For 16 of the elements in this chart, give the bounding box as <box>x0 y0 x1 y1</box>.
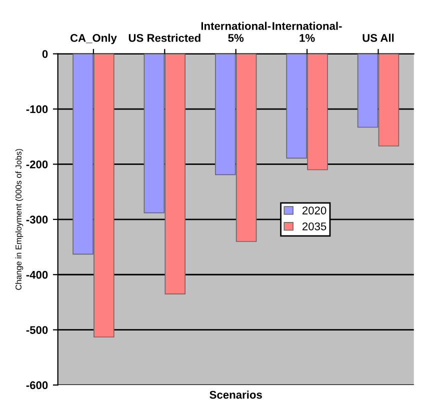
y-axis-title: Change in Employment (000s of Jobs) <box>15 149 24 290</box>
y-tick-label: -400 <box>26 270 48 279</box>
y-tick-label: -100 <box>26 105 48 114</box>
y-tick-label: -500 <box>26 326 48 334</box>
y-tick-label: -300 <box>26 216 48 224</box>
legend-label: 2035 <box>302 222 326 230</box>
legend-label: 2020 <box>302 206 326 214</box>
x-tick-label: CA_Only <box>70 34 117 44</box>
x-tick-label: International- 5% <box>201 22 271 42</box>
y-tick-label: 0 <box>42 50 48 58</box>
y-tick-label: -200 <box>26 160 48 168</box>
x-tick-label: International- 1% <box>272 22 342 42</box>
x-tick-label: US Restricted <box>128 34 200 42</box>
y-tick-label: -600 <box>26 381 48 390</box>
x-tick-label: US All <box>362 34 394 42</box>
x-axis-title: Scenarios <box>210 390 262 399</box>
